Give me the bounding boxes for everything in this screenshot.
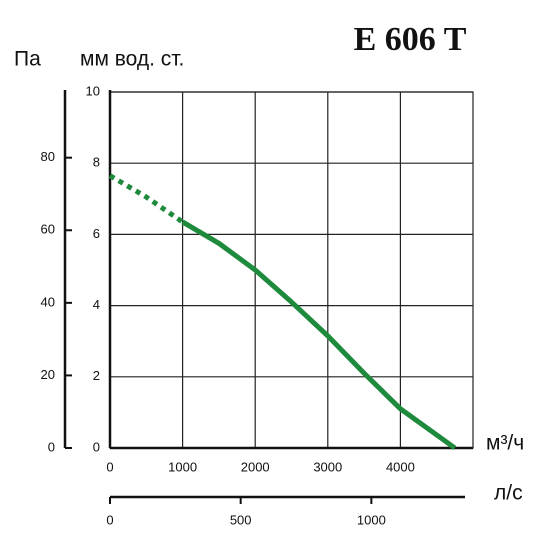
y2-tick-label: 20 xyxy=(41,367,55,382)
x2-tick-label: 0 xyxy=(106,512,113,527)
x2-tick-label: 1000 xyxy=(357,512,386,527)
y-tick-label: 6 xyxy=(93,226,100,241)
chart-title: E 606 T xyxy=(354,21,467,58)
x-tick-label: 2000 xyxy=(241,459,270,474)
y-axis-label: мм вод. ст. xyxy=(80,48,184,71)
y2-axis-label: Па xyxy=(14,48,41,71)
y-tick-label: 8 xyxy=(93,155,100,170)
curve xyxy=(108,173,185,225)
x-axis-label: м³/ч xyxy=(486,432,524,455)
plot-frame xyxy=(109,91,474,449)
x-tick-label: 1000 xyxy=(168,459,197,474)
y2-tick-label: 0 xyxy=(48,439,55,454)
y2-tick-label: 60 xyxy=(41,222,55,237)
x-tick-label: 3000 xyxy=(313,459,342,474)
curve xyxy=(181,219,457,451)
x-tick-label: 4000 xyxy=(386,459,415,474)
y-tick-label: 0 xyxy=(93,439,100,454)
y2-tick-label: 40 xyxy=(41,294,55,309)
x2-axis-label: л/с xyxy=(494,482,523,505)
x-tick-label: 0 xyxy=(106,459,113,474)
y-tick-label: 10 xyxy=(86,83,100,98)
y2-tick-label: 80 xyxy=(41,149,55,164)
x2-tick-label: 500 xyxy=(230,512,252,527)
y-tick-label: 2 xyxy=(93,368,100,383)
y-tick-label: 4 xyxy=(93,297,100,312)
